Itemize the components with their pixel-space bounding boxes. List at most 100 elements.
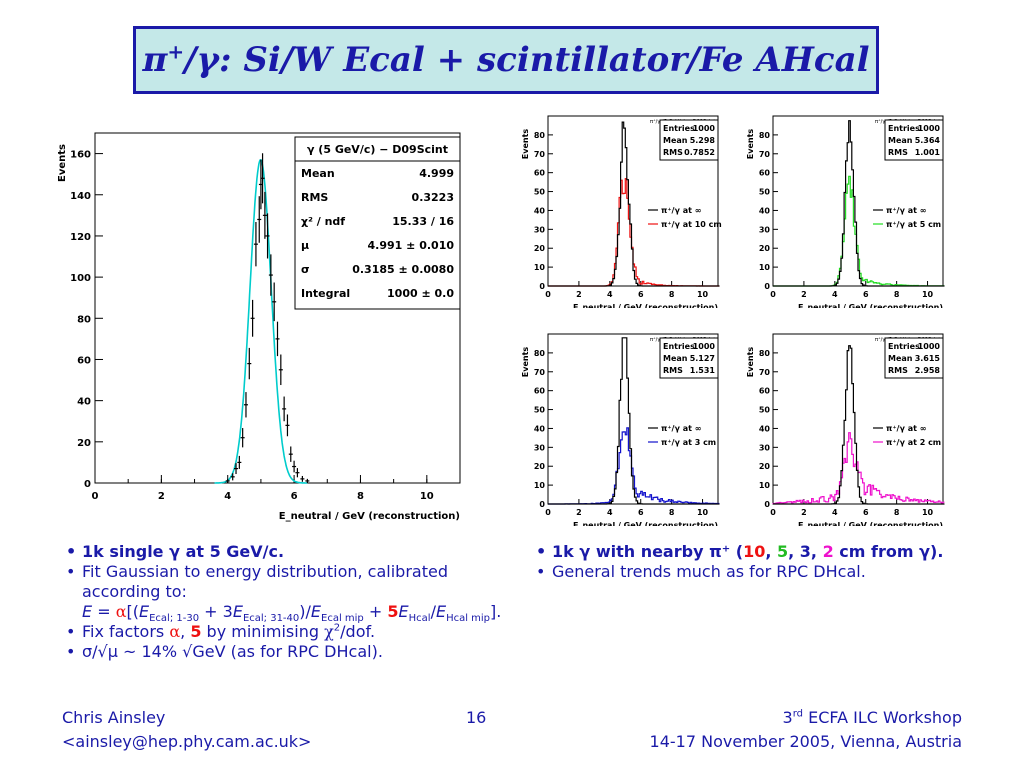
x-tick-label: 10 <box>420 491 434 502</box>
y-tick-label: 50 <box>759 188 771 197</box>
stats-value: 1000 <box>918 124 941 133</box>
x-tick-label: 10 <box>697 508 709 517</box>
stats-header: γ (5 GeV/c) − D09Scint <box>307 143 448 156</box>
calibration-formula: E = α[(EEcal; 1-30 + 3EEcal; 31-40)/EEca… <box>82 602 502 625</box>
stats-value: 3.615 <box>915 354 941 363</box>
event-name: 3rd ECFA ILC Workshop <box>782 708 962 727</box>
y-tick-label: 70 <box>759 368 771 377</box>
bullet-fit-gaussian: Fit Gaussian to energy distribution, cal… <box>62 562 522 602</box>
x-tick-label: 6 <box>638 508 644 517</box>
y-tick-label: 40 <box>77 397 91 408</box>
small-plot-10cm: 0 2 4 6 8 10 0 10 20 30 40 50 60 70 80 E_neutral / GeV … <box>521 115 722 308</box>
y-tick-label: 30 <box>534 225 546 234</box>
y-tick-label: 20 <box>534 244 546 253</box>
stats-value: 4.999 <box>419 167 454 180</box>
event-dates: 14-17 November 2005, Vienna, Austria <box>649 732 962 751</box>
y-tick-label: 80 <box>77 314 91 325</box>
small-plot-3cm: 0 2 4 6 8 10 0 10 20 30 40 50 60 70 80 E_neutral / GeV … <box>521 333 720 526</box>
y-tick-label: 40 <box>534 206 546 215</box>
y-tick-label: 60 <box>534 169 546 178</box>
stats-value: 1000 <box>693 124 716 133</box>
y-tick-label: 20 <box>759 244 771 253</box>
y-tick-label: 120 <box>70 232 91 243</box>
small-plot-5cm: 0 2 4 6 8 10 0 10 20 30 40 50 60 70 80 E_neutral / GeV … <box>746 115 945 308</box>
x-tick-label: 2 <box>801 290 807 299</box>
y-tick-label: 0 <box>539 282 545 291</box>
x-tick-label: 8 <box>894 508 900 517</box>
stats-label: Entries <box>663 124 695 133</box>
y-tick-label: 50 <box>534 406 546 415</box>
stats-value: 1.001 <box>915 148 941 157</box>
y-tick-label: 80 <box>534 131 546 140</box>
stats-label: Mean <box>888 354 913 363</box>
y-axis-label: Events <box>746 129 755 160</box>
page-number: 16 <box>466 708 487 727</box>
author-name: Chris Ainsley <box>62 708 166 727</box>
y-tick-label: 60 <box>759 169 771 178</box>
y-axis-label: Events <box>521 347 530 378</box>
x-tick-label: 6 <box>638 290 644 299</box>
y-tick-label: 40 <box>759 206 771 215</box>
y-tick-label: 10 <box>759 263 771 272</box>
x-tick-label: 6 <box>863 290 869 299</box>
legend-label: π⁺/γ at 10 cm <box>661 220 722 229</box>
x-tick-label: 4 <box>832 508 838 517</box>
x-axis-label: E_neutral / GeV (reconstruction) <box>573 303 718 308</box>
y-tick-label: 140 <box>70 191 91 202</box>
y-tick-label: 60 <box>759 387 771 396</box>
title-rest: /γ: Si/W Ecal + scintillator/Fe AHcal <box>184 40 870 80</box>
stats-label: μ <box>301 239 309 252</box>
y-tick-label: 0 <box>764 282 770 291</box>
y-tick-label: 160 <box>70 150 91 161</box>
x-axis-label: E_neutral / GeV (reconstruction) <box>798 521 943 526</box>
stats-value: 4.991 ± 0.010 <box>368 239 455 252</box>
stats-box <box>884 119 944 161</box>
x-tick-label: 0 <box>545 290 551 299</box>
histogram-nearby <box>773 175 945 287</box>
y-tick-label: 40 <box>759 424 771 433</box>
y-tick-label: 0 <box>539 500 545 509</box>
stats-value: 0.7852 <box>684 148 715 157</box>
y-tick-label: 50 <box>534 188 546 197</box>
stats-label: Entries <box>888 124 920 133</box>
stats-value: 1000 <box>918 342 941 351</box>
x-tick-label: 0 <box>92 491 99 502</box>
y-tick-label: 10 <box>534 481 546 490</box>
stats-label: Mean <box>663 354 688 363</box>
stats-box <box>884 337 944 379</box>
x-tick-label: 6 <box>863 508 869 517</box>
stats-label: RMS <box>663 148 683 157</box>
title-pi: π <box>142 40 168 80</box>
x-tick-label: 2 <box>801 508 807 517</box>
stats-label: RMS <box>663 366 683 375</box>
stats-label: RMS <box>301 191 328 204</box>
y-tick-label: 10 <box>534 263 546 272</box>
x-tick-label: 0 <box>770 290 776 299</box>
bullet-resolution: σ/√μ ~ 14% √GeV (as for RPC DHcal). <box>62 642 522 662</box>
stats-value: 15.33 / 16 <box>392 215 454 228</box>
y-tick-label: 80 <box>759 349 771 358</box>
stats-label: σ <box>301 263 310 276</box>
small-plot-2cm: 0 2 4 6 8 10 0 10 20 30 40 50 60 70 80 E_neutral / GeV … <box>746 333 945 526</box>
x-tick-label: 4 <box>224 491 231 502</box>
stats-label: χ² / ndf <box>301 215 345 228</box>
bullet-general-trends: General trends much as for RPC DHcal. <box>532 562 1002 582</box>
plot-frame <box>547 333 719 505</box>
stats-label: Integral <box>301 287 350 300</box>
x-tick-label: 2 <box>576 290 582 299</box>
author-email: <ainsley@hep.phy.cam.ac.uk> <box>62 732 312 751</box>
stats-value: 5.298 <box>690 136 716 145</box>
x-tick-label: 4 <box>832 290 838 299</box>
stats-label: RMS <box>888 148 908 157</box>
stats-label: RMS <box>888 366 908 375</box>
bullet-nearby-pion: 1k γ with nearby π⁺ (10, 5, 3, 2 cm from… <box>532 542 1002 562</box>
y-tick-label: 30 <box>759 443 771 452</box>
histogram-nearby <box>548 178 720 287</box>
legend-label: π⁺/γ at 5 cm <box>886 220 941 229</box>
x-tick-label: 6 <box>291 491 298 502</box>
x-tick-label: 4 <box>607 508 613 517</box>
stats-box <box>659 119 719 161</box>
stats-label: Mean <box>888 136 913 145</box>
y-tick-label: 80 <box>534 349 546 358</box>
